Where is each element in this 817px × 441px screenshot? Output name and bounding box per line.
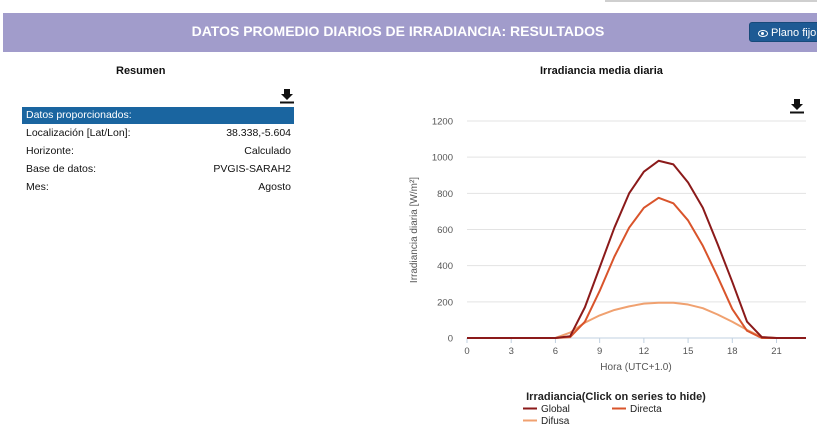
plano-fijo-button[interactable]: Plano fijo — [749, 22, 817, 42]
summary-title: Resumen — [116, 65, 166, 77]
x-tick-label: 12 — [639, 346, 650, 357]
x-tick-label: 0 — [464, 346, 469, 357]
chart-download-icon[interactable] — [789, 98, 805, 114]
legend-label: Difusa — [541, 416, 570, 427]
summary-row-database: Base de datos: PVGIS-SARAH2 — [22, 160, 294, 178]
summary-table-header: Datos proporcionados: — [22, 107, 294, 124]
y-tick-label: 1000 — [432, 153, 453, 164]
x-tick-label: 18 — [727, 346, 738, 357]
row-label: Mes: — [26, 181, 49, 193]
x-tick-label: 3 — [509, 346, 514, 357]
x-axis-label: Hora (UTC+1.0) — [600, 362, 671, 373]
series-line-global[interactable] — [467, 159, 806, 339]
legend-title: Irradiancia(Click on series to hide) — [526, 391, 706, 403]
x-tick-label: 15 — [683, 346, 694, 357]
row-label: Horizonte: — [26, 145, 74, 157]
top-scrollbar — [605, 0, 817, 2]
y-tick-label: 800 — [437, 189, 453, 200]
legend-item-global[interactable]: Global — [523, 404, 570, 415]
eye-icon — [758, 30, 768, 37]
row-value: 38.338,-5.604 — [226, 127, 291, 139]
series-line-directa[interactable] — [467, 196, 806, 339]
legend-item-difusa[interactable]: Difusa — [523, 416, 570, 427]
chart-title: Irradiancia media diaria — [540, 65, 663, 77]
y-tick-label: 200 — [437, 297, 453, 308]
y-tick-label: 1200 — [432, 117, 453, 128]
x-tick-label: 6 — [553, 346, 558, 357]
page-title: DATOS PROMEDIO DIARIOS DE IRRADIANCIA: R… — [191, 23, 605, 39]
summary-row-location: Localización [Lat/Lon]: 38.338,-5.604 — [22, 124, 294, 142]
series-line-difusa[interactable] — [467, 301, 806, 339]
top-strip — [0, 0, 817, 13]
y-tick-label: 600 — [437, 225, 453, 236]
row-value: Agosto — [258, 181, 291, 193]
row-value: PVGIS-SARAH2 — [213, 163, 291, 175]
summary-row-horizon: Horizonte: Calculado — [22, 142, 294, 160]
y-tick-label: 0 — [448, 334, 453, 345]
row-label: Localización [Lat/Lon]: — [26, 127, 131, 139]
summary-download-icon[interactable] — [279, 88, 295, 104]
row-label: Base de datos: — [26, 163, 97, 175]
y-axis-label: Irradiancia diaria [W/m²] — [409, 177, 420, 283]
plano-fijo-label: Plano fijo — [771, 27, 817, 39]
summary-table: Datos proporcionados: Localización [Lat/… — [22, 107, 294, 196]
x-tick-label: 21 — [771, 346, 782, 357]
y-tick-label: 400 — [437, 261, 453, 272]
summary-row-month: Mes: Agosto — [22, 178, 294, 196]
legend-label: Global — [541, 404, 570, 415]
x-tick-label: 9 — [597, 346, 602, 357]
results-header: DATOS PROMEDIO DIARIOS DE IRRADIANCIA: R… — [3, 13, 817, 52]
legend-item-directa[interactable]: Directa — [612, 404, 662, 415]
row-value: Calculado — [244, 145, 291, 157]
legend-label: Directa — [630, 404, 662, 415]
